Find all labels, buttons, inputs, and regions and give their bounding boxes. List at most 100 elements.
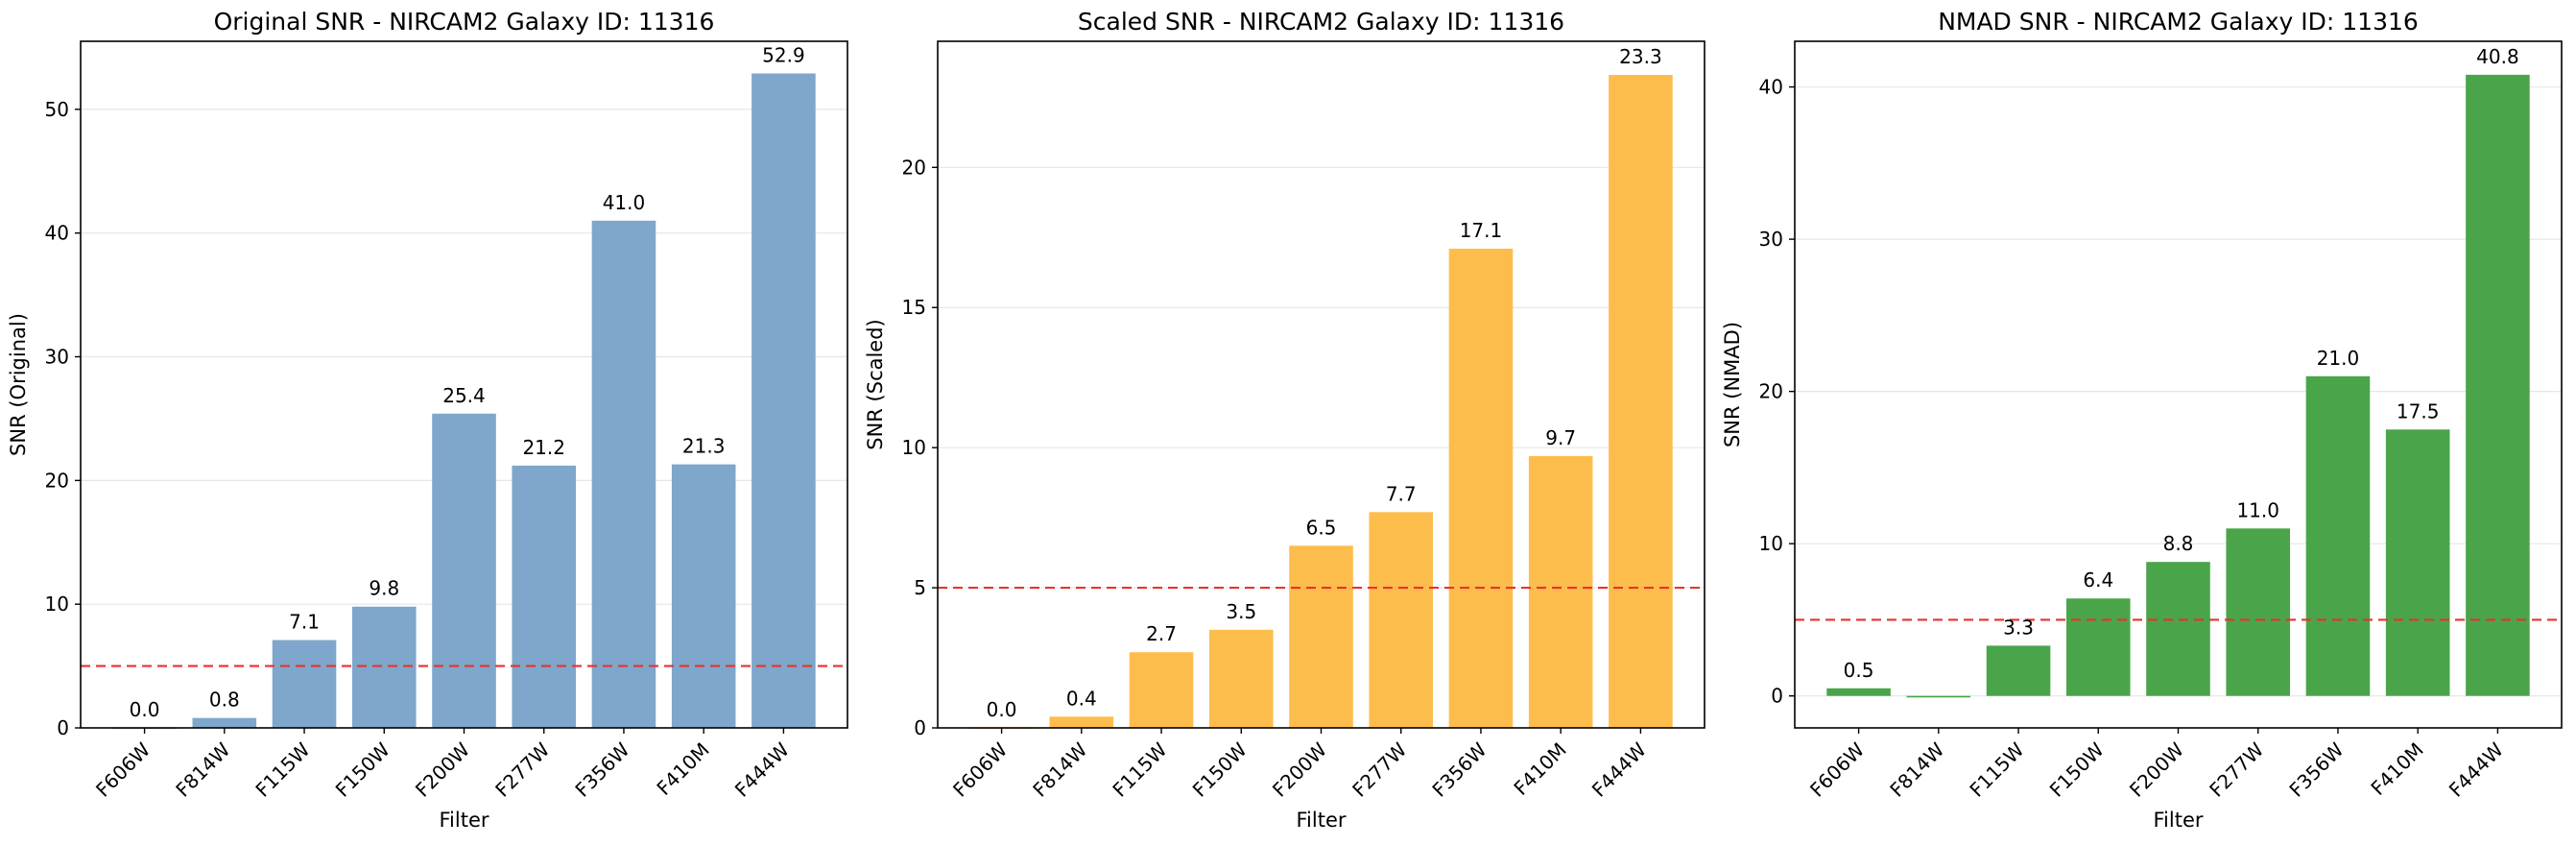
x-axis-label: Filter [2153, 809, 2203, 832]
bar-value-label: 0.5 [1844, 659, 1874, 682]
bar-value-label: 40.8 [2476, 45, 2519, 68]
x-tick-label: F814W [1885, 737, 1948, 801]
bar [1906, 695, 1971, 698]
bar [1049, 716, 1114, 728]
bar [1129, 652, 1194, 728]
y-tick-label: 50 [45, 98, 69, 121]
x-tick-label: F150W [2045, 737, 2109, 801]
chart-panel-2: 0.0 0.4 2.7 3.5 6.5 7.7 17.1 9.7 23.3 0 5 10 15 20 F60… [864, 8, 1705, 832]
y-tick-label: 30 [45, 346, 69, 369]
y-tick-label: 0 [914, 716, 926, 739]
bar [2385, 429, 2450, 696]
x-tick-label: F814W [1028, 737, 1091, 801]
x-tick-label: F444W [730, 737, 794, 801]
x-tick-label: F115W [250, 737, 314, 801]
bar [2305, 375, 2371, 696]
bar [2146, 562, 2210, 696]
bar-value-label: 7.1 [289, 611, 320, 634]
bar [1208, 629, 1274, 728]
chart-title: NMAD SNR - NIRCAM2 Galaxy ID: 11316 [1938, 8, 2419, 36]
bar-value-label: 21.2 [522, 436, 565, 459]
x-tick-label: F277W [2205, 737, 2268, 801]
bar [1609, 75, 1673, 729]
bar-value-label: 17.1 [1460, 219, 1503, 242]
bar [1369, 512, 1434, 728]
bar [751, 73, 816, 729]
y-tick-label: 5 [914, 576, 926, 599]
x-tick-label: F277W [490, 737, 554, 801]
bar [2466, 74, 2530, 696]
bar-value-label: 7.7 [1386, 482, 1417, 505]
bar-value-label: 9.8 [369, 577, 399, 600]
chart-title: Original SNR - NIRCAM2 Galaxy ID: 11316 [214, 8, 715, 36]
chart-panel-1: 0.0 0.8 7.1 9.8 25.4 21.2 41.0 21.3 52.9 0 10 20 30 4… [7, 8, 848, 832]
y-tick-label: 10 [45, 592, 69, 616]
bar [591, 220, 656, 728]
bar-value-label: 0.4 [1066, 687, 1097, 710]
x-tick-label: F115W [1965, 737, 2028, 801]
x-tick-label: F444W [1587, 737, 1651, 801]
bar-value-label: 52.9 [762, 43, 805, 66]
x-tick-label: F150W [1188, 737, 1252, 801]
y-tick-label: 40 [1759, 76, 1783, 99]
y-axis-label: SNR (NMAD) [1721, 322, 1744, 447]
y-tick-label: 20 [45, 469, 69, 492]
chart-panel-3: 0.5 3.3 6.4 8.8 11.0 21.0 17.5 40.8 0 10 20 30 40 F60… [1721, 8, 2563, 832]
x-tick-label: F277W [1348, 737, 1411, 801]
y-tick-label: 10 [1759, 532, 1783, 555]
x-tick-label: F814W [171, 737, 234, 801]
x-tick-label: F606W [91, 737, 155, 801]
bar [2226, 528, 2291, 696]
bar-value-label: 11.0 [2236, 498, 2279, 521]
y-axis-label: SNR (Original) [7, 313, 30, 456]
x-tick-label: F410M [1509, 738, 1570, 800]
x-tick-label: F410M [652, 738, 713, 800]
bar [432, 413, 496, 728]
y-tick-label: 40 [45, 222, 69, 245]
x-tick-label: F410M [2366, 738, 2427, 800]
y-tick-label: 20 [902, 156, 926, 179]
x-tick-label: F356W [1427, 737, 1491, 801]
bar [512, 465, 577, 728]
bar [272, 640, 337, 728]
y-tick-label: 15 [902, 296, 926, 319]
bar-value-label: 2.7 [1146, 622, 1177, 645]
y-tick-label: 10 [902, 436, 926, 459]
x-axis-label: Filter [1296, 809, 1346, 832]
chart-title: Scaled SNR - NIRCAM2 Galaxy ID: 11316 [1078, 8, 1564, 36]
y-tick-label: 0 [1771, 685, 1783, 708]
bar-value-label: 25.4 [442, 384, 486, 407]
bar-value-label: 8.8 [2163, 532, 2194, 555]
bar-value-label: 0.0 [130, 698, 160, 721]
bar [1289, 545, 1353, 728]
x-tick-label: F200W [411, 737, 474, 801]
y-tick-label: 0 [57, 716, 69, 739]
bar [351, 606, 417, 728]
bar [671, 464, 736, 728]
bar [1826, 688, 1891, 696]
x-tick-label: F444W [2445, 737, 2508, 801]
x-tick-label: F606W [948, 737, 1012, 801]
bar-value-label: 41.0 [603, 191, 646, 214]
bar-value-label: 23.3 [1619, 45, 1662, 68]
x-tick-label: F150W [331, 737, 394, 801]
bar [192, 717, 257, 728]
bar-value-label: 17.5 [2397, 399, 2440, 423]
y-axis-label: SNR (Scaled) [864, 319, 887, 450]
bar [1448, 248, 1514, 728]
bar-value-label: 3.5 [1226, 600, 1256, 623]
y-tick-label: 20 [1759, 380, 1783, 403]
y-tick-label: 30 [1759, 228, 1783, 251]
x-tick-label: F606W [1805, 737, 1869, 801]
bar-value-label: 0.8 [209, 689, 240, 712]
bar-value-label: 6.4 [2083, 568, 2113, 592]
bar-value-label: 21.3 [682, 435, 726, 458]
bar-value-label: 0.0 [987, 698, 1017, 721]
x-tick-label: F200W [1268, 737, 1331, 801]
bar [1986, 645, 2051, 696]
bar-value-label: 3.3 [2003, 616, 2034, 639]
x-tick-label: F115W [1108, 737, 1171, 801]
x-axis-label: Filter [439, 809, 489, 832]
bar-value-label: 6.5 [1306, 516, 1337, 539]
